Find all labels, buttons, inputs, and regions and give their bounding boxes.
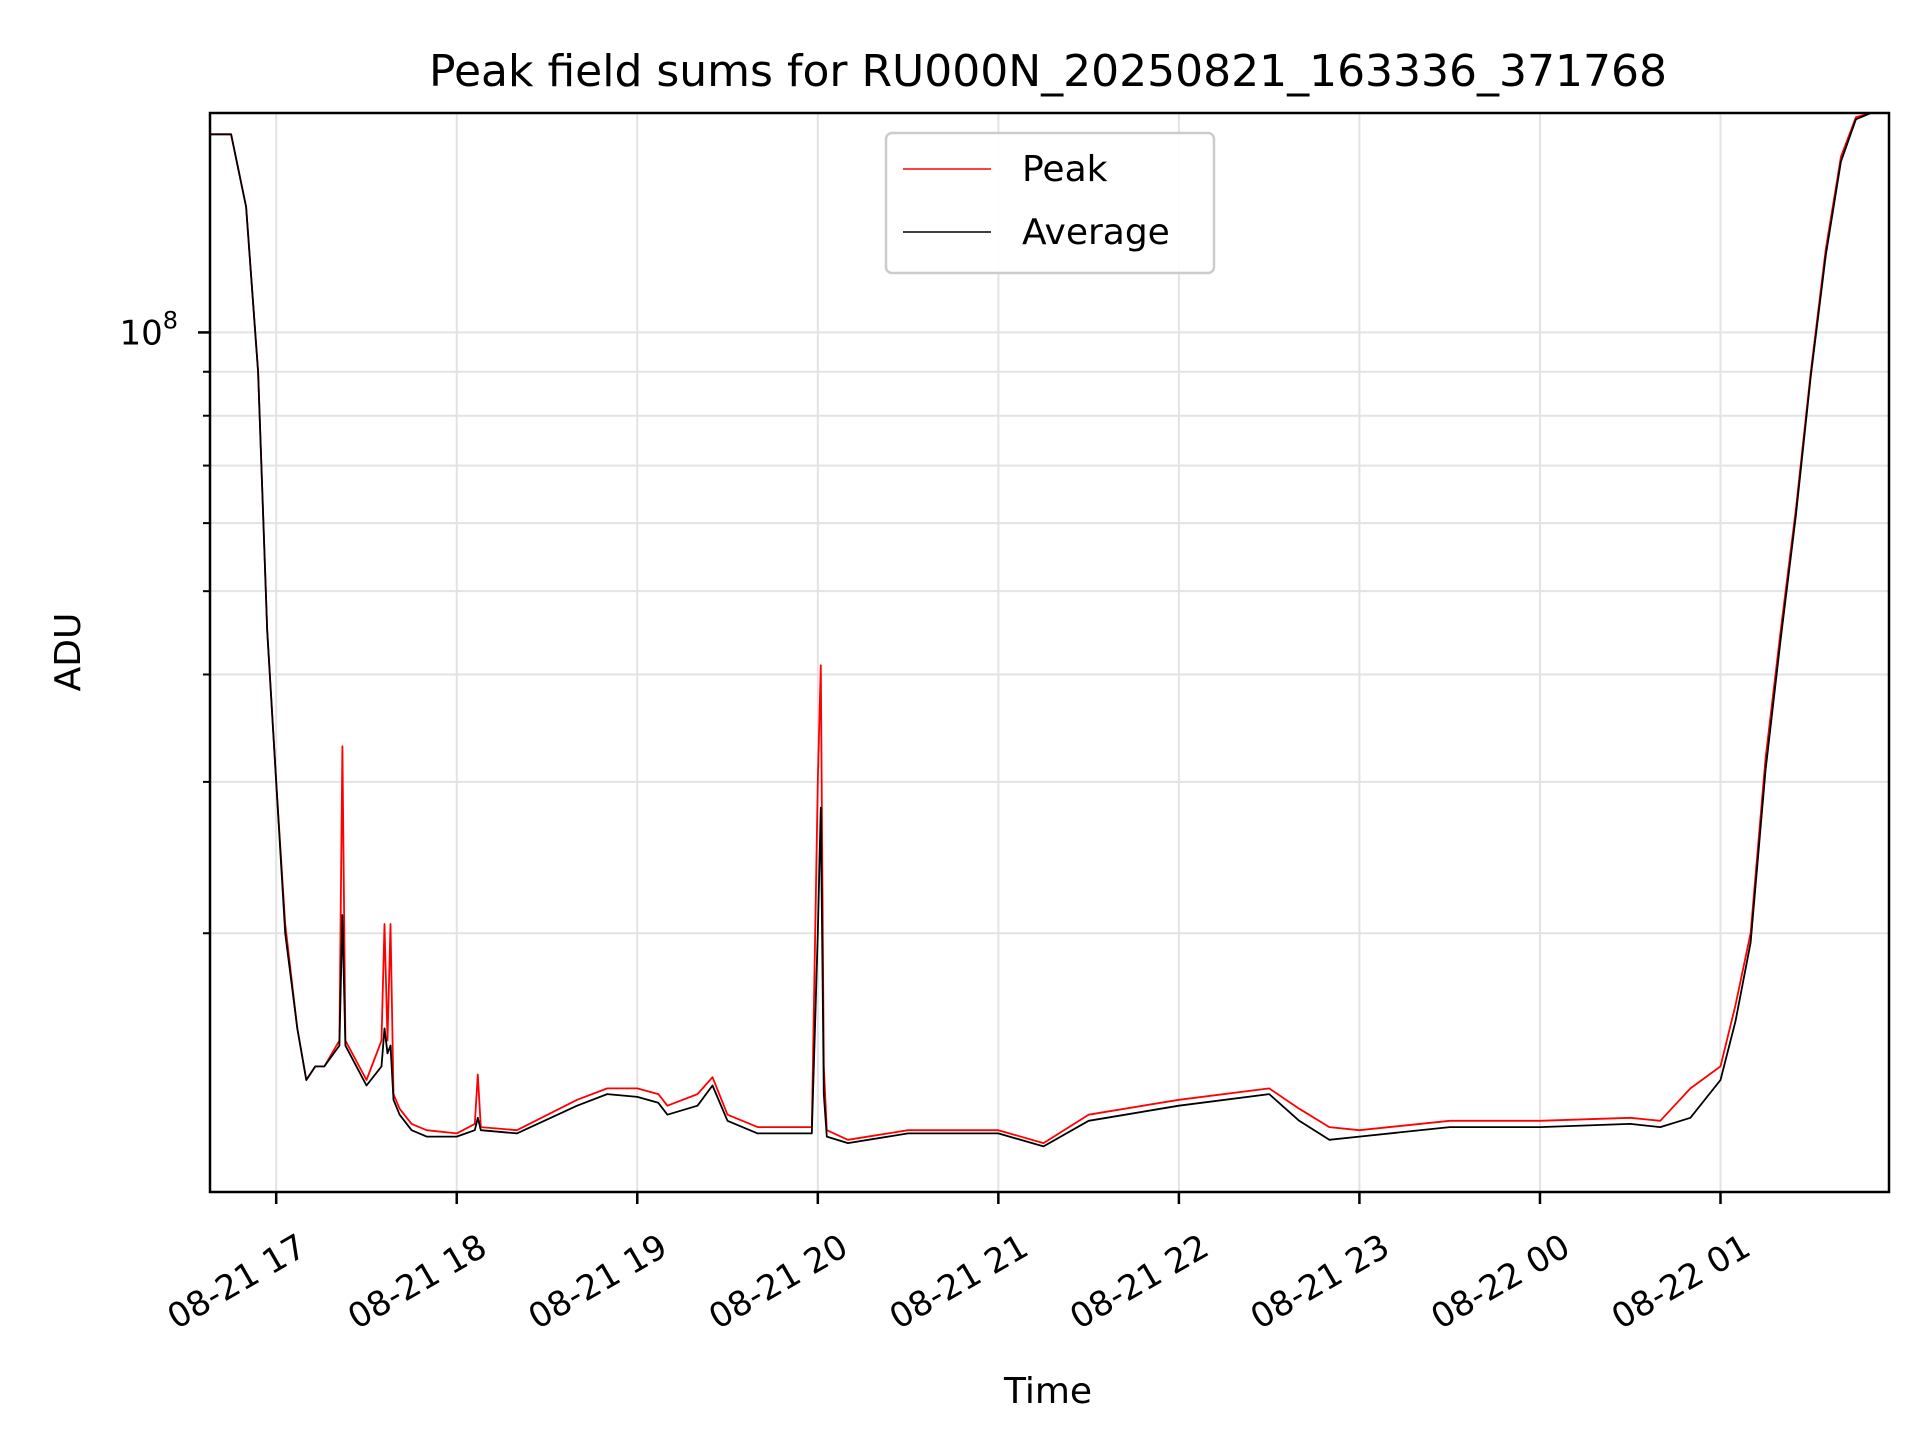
series-line-peak [210,112,1889,1144]
x-tick-label: 08-22 00 [1424,1227,1576,1338]
y-tick-label: 108 [119,306,178,353]
series-line-average [210,112,1889,1148]
series-lines [210,112,1889,1148]
legend-label-peak: Peak [1022,149,1108,190]
plot-frame [208,111,1891,1194]
x-tick-label: 08-21 21 [883,1227,1035,1338]
legend: Peak Average [884,131,1216,275]
axis-ticks: 08-21 17 08-21 18 08-21 19 08-21 20 08-21 21… [119,306,1757,1337]
y-axis-label: ADU [48,613,89,692]
x-axis-label: Time [1003,1371,1092,1412]
legend-label-average: Average [1022,212,1170,253]
y-tick-label-exponent: 8 [163,306,178,334]
x-tick-label: 08-21 19 [522,1227,674,1338]
grid-lines [210,113,1889,1192]
x-tick-label: 08-21 17 [161,1227,313,1338]
x-tick-label: 08-22 01 [1605,1227,1757,1338]
chart-title: Peak field sums for RU000N_20250821_1633… [429,46,1667,97]
x-tick-label: 08-21 20 [702,1227,854,1338]
x-tick-label: 08-21 22 [1063,1227,1215,1338]
x-tick-label: 08-21 23 [1244,1227,1396,1338]
y-tick-label-base: 10 [119,313,162,353]
legend-box [884,131,1216,275]
x-tick-label: 08-21 18 [341,1227,493,1338]
